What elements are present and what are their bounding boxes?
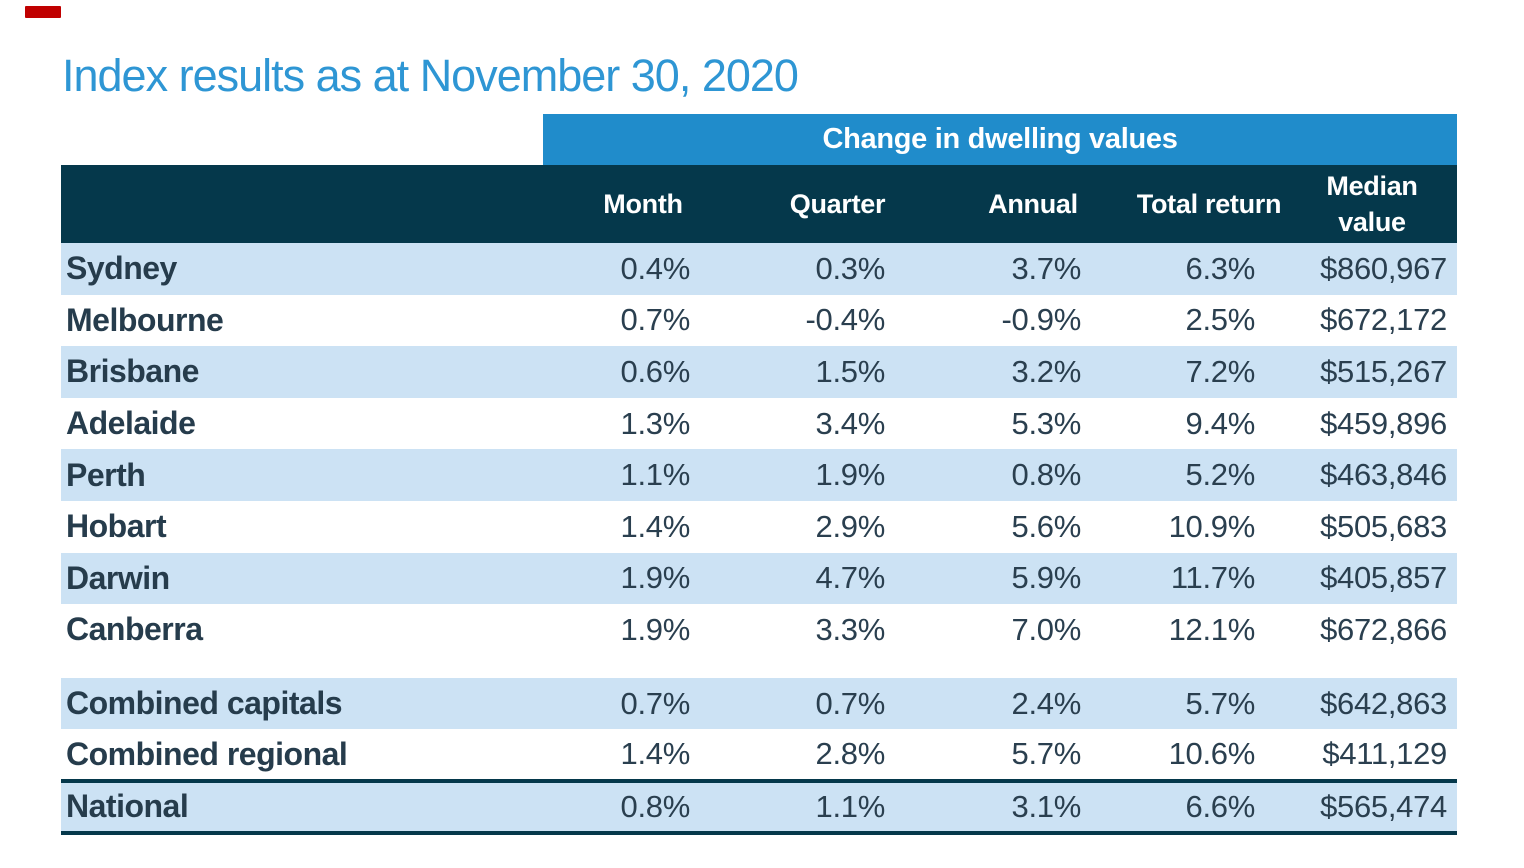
value-cell: 6.6% [1131,778,1287,835]
table-row: Perth 1.1% 1.9% 0.8% 5.2% $463,846 [61,449,1457,501]
table-row: National 0.8% 1.1% 3.1% 6.6% $565,474 [61,778,1457,835]
value-cell: 3.7% [1011,250,1082,286]
table-row: Combined regional 1.4% 2.8% 5.7% 10.6% $411,1… [61,729,1457,781]
table-row: Canberra 1.9% 3.3% 7.0% 12.1% $672,866 [61,604,1457,656]
region-label: Canberra [66,611,203,648]
value-cell: -0.9% [1001,302,1082,338]
value-cell: 0.7% [620,685,691,721]
column-header-median-value: Median value [1287,165,1457,243]
value-cell: 2.4% [1011,685,1082,721]
value-cell: 4.7% [815,560,886,596]
column-header-annual: Annual [935,165,1131,243]
header-row: Month Quarter Annual Total return Median… [61,165,1457,243]
value-cell: $672,172 [1320,302,1447,338]
results-table: Month Quarter Annual Total return Median… [61,165,1457,835]
section-spacer [61,655,1457,678]
column-header-month: Month [546,165,740,243]
region-label: Melbourne [66,301,224,338]
banner-change-in-dwelling-values: Change in dwelling values [543,114,1457,165]
column-header-total-return-label: Total return [1136,188,1282,219]
region-label: Combined capitals [66,685,343,722]
value-cell: $860,967 [1320,250,1447,286]
value-cell: 5.7% [1011,736,1082,772]
region-label: Darwin [66,559,170,596]
value-cell: 5.7% [1185,685,1256,721]
page-title: Index results as at November 30, 2020 [62,50,799,101]
value-cell: 0.3% [815,250,886,286]
region-label: National [61,778,546,835]
region-label: Combined regional [66,735,348,772]
column-header-region [61,165,546,243]
red-marker [25,6,61,18]
value-cell: 1.4% [620,736,691,772]
column-header-total-return: Total return [1131,165,1287,243]
table-row: Brisbane 0.6% 1.5% 3.2% 7.2% $515,267 [61,346,1457,398]
column-header-quarter-label: Quarter [789,188,886,219]
value-cell: 2.8% [815,736,886,772]
value-cell: 0.8% [546,778,740,835]
results-sheet: Change in dwelling values Month Quarter … [61,114,1457,835]
value-cell: 1.3% [620,405,691,441]
value-cell: 1.1% [740,778,935,835]
value-cell: 7.2% [1185,353,1256,389]
value-cell: $565,474 [1287,778,1457,835]
value-cell: 9.4% [1185,405,1256,441]
value-cell: 2.9% [815,508,886,544]
table-row: Sydney 0.4% 0.3% 3.7% 6.3% $860,967 [61,243,1457,295]
region-label: Hobart [66,508,167,545]
value-cell: 1.9% [815,457,886,493]
value-cell: -0.4% [805,302,886,338]
value-cell: 1.4% [620,508,691,544]
value-cell: 5.6% [1011,508,1082,544]
value-cell: 7.0% [1011,611,1082,647]
value-cell: $672,866 [1320,611,1447,647]
value-cell: 3.4% [815,405,886,441]
value-cell: 1.9% [620,611,691,647]
table-header: Month Quarter Annual Total return Median… [61,165,1457,243]
value-cell: 6.3% [1185,250,1256,286]
table-row: Darwin 1.9% 4.7% 5.9% 11.7% $405,857 [61,552,1457,605]
value-cell: 12.1% [1168,611,1256,647]
value-cell: 5.2% [1185,457,1256,493]
value-cell: 5.9% [1011,560,1082,596]
value-cell: 3.1% [935,778,1131,835]
column-header-month-label: Month [603,188,683,219]
value-cell: 11.7% [1170,560,1255,596]
value-cell: $405,857 [1320,560,1447,596]
table-body: Sydney 0.4% 0.3% 3.7% 6.3% $860,967 Melbourne 0… [61,243,1457,835]
value-cell: 0.6% [620,353,691,389]
value-cell: 0.4% [620,250,691,286]
value-cell: 1.1% [620,457,691,493]
region-label: Adelaide [66,405,196,442]
column-header-quarter: Quarter [740,165,935,243]
value-cell: $459,896 [1320,405,1447,441]
region-label: Perth [66,456,146,493]
table-row: Melbourne 0.7% -0.4% -0.9% 2.5% $672,172 [61,294,1457,347]
value-cell: 0.7% [620,302,691,338]
value-cell: 3.2% [1011,353,1082,389]
value-cell: 0.8% [1011,457,1082,493]
value-cell: $505,683 [1320,508,1447,544]
value-cell: 2.5% [1185,302,1256,338]
value-cell: $463,846 [1320,457,1447,493]
value-cell: 1.9% [620,560,691,596]
spacer-cell [61,656,1457,678]
value-cell: $642,863 [1320,685,1447,721]
value-cell: $515,267 [1320,353,1447,389]
table-row: Hobart 1.4% 2.9% 5.6% 10.9% $505,683 [61,500,1457,553]
value-cell: 1.5% [815,353,886,389]
table-row: Adelaide 1.3% 3.4% 5.3% 9.4% $459,896 [61,397,1457,450]
region-label: Brisbane [66,353,199,390]
region-label: Sydney [66,250,177,287]
value-cell: 10.6% [1168,736,1256,772]
value-cell: 0.7% [815,685,886,721]
value-cell: 3.3% [815,611,886,647]
value-cell: 10.9% [1168,508,1256,544]
column-header-annual-label: Annual [988,188,1078,219]
value-cell: $411,129 [1322,736,1447,772]
column-header-median-value-label: Median value [1326,170,1418,237]
table-row: Combined capitals 0.7% 0.7% 2.4% 5.7% $642,86… [61,677,1457,730]
value-cell: 5.3% [1011,405,1082,441]
